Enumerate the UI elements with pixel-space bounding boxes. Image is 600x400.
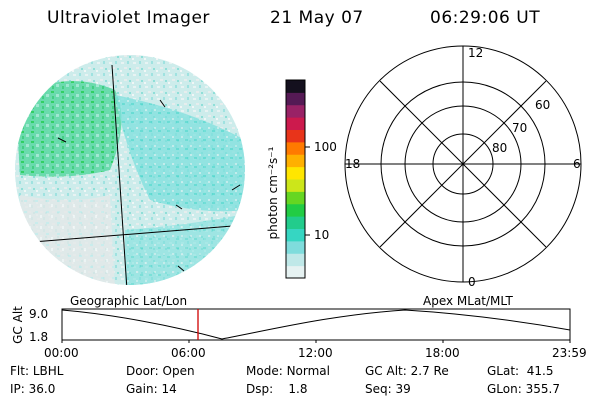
colorbar-swatch xyxy=(286,129,305,143)
altitude-curve xyxy=(61,309,571,340)
colorbar xyxy=(285,79,306,279)
status-dsp: Dsp: 1.8 xyxy=(246,382,308,396)
mlt-label-18: 18 xyxy=(345,157,361,171)
colorbar-swatch xyxy=(286,240,305,254)
time-tick-0600: 06:00 xyxy=(171,346,206,360)
colorbar-swatch xyxy=(286,141,305,155)
colorbar-swatch xyxy=(286,154,305,168)
altitude-axis-label: GC Alt xyxy=(11,306,25,344)
status-glat: GLat: 41.5 xyxy=(487,364,554,378)
time-tick-0000: 00:00 xyxy=(44,346,79,360)
status-ip: IP: 36.0 xyxy=(10,382,56,396)
colorbar-tick-100: 100 xyxy=(314,140,337,154)
colorbar-swatch xyxy=(286,216,305,229)
geographic-coords-label: Geographic Lat/Lon xyxy=(70,294,188,308)
orbit-x-ticks xyxy=(61,340,571,343)
colorbar-swatch xyxy=(286,191,305,205)
status-door: Door: Open xyxy=(126,364,195,378)
mlt-label-0: 0 xyxy=(468,275,476,289)
mlat-label-80: 80 xyxy=(492,141,508,155)
colorbar-swatch xyxy=(286,265,305,279)
orbit-plot xyxy=(61,308,571,343)
colorbar-swatch xyxy=(286,80,305,93)
colorbar-swatch xyxy=(286,166,305,180)
colorbar-swatch xyxy=(286,203,305,217)
colorbar-swatch xyxy=(286,179,305,192)
image-time: 06:29:06 UT xyxy=(430,8,541,28)
mlat-label-60: 60 xyxy=(535,98,551,112)
colorbar-swatch xyxy=(286,117,305,130)
status-glon: GLon: 355.7 xyxy=(487,382,560,396)
geo-longitude-line xyxy=(111,64,128,285)
geo-latitude-line xyxy=(19,224,245,244)
time-tick-2359: 23:59 xyxy=(552,346,587,360)
colorbar-tick-10: 10 xyxy=(314,228,330,242)
mlt-label-12: 12 xyxy=(468,46,484,60)
colorbar-swatch xyxy=(286,104,305,118)
colorbar-swatch xyxy=(286,253,305,267)
colorbar-frame xyxy=(285,79,306,279)
image-date: 21 May 07 xyxy=(270,8,364,28)
status-seq: Seq: 39 xyxy=(365,382,411,396)
mlat-label-70: 70 xyxy=(512,121,528,135)
uv-image-disc xyxy=(15,55,245,285)
mlt-label-6: 6 xyxy=(573,157,581,171)
polar-grid xyxy=(344,45,582,283)
time-tick-1800: 18:00 xyxy=(425,346,460,360)
colorbar-unit-label: photon cm⁻²s⁻¹ xyxy=(266,146,280,240)
apex-coords-label: Apex MLat/MLT xyxy=(423,294,513,308)
colorbar-swatch xyxy=(286,92,305,106)
status-gain: Gain: 14 xyxy=(126,382,177,396)
colorbar-ticks xyxy=(305,146,310,236)
instrument-title: Ultraviolet Imager xyxy=(47,8,210,28)
time-tick-1200: 12:00 xyxy=(298,346,333,360)
altitude-tick-max: 9.0 xyxy=(29,307,49,321)
colorbar-swatch xyxy=(286,228,305,242)
status-gc-alt: GC Alt: 2.7 Re xyxy=(365,364,449,378)
status-mode: Mode: Normal xyxy=(246,364,330,378)
status-flt: Flt: LBHL xyxy=(10,364,64,378)
orbit-plot-frame xyxy=(61,308,571,341)
altitude-tick-min: 1.8 xyxy=(29,330,49,344)
